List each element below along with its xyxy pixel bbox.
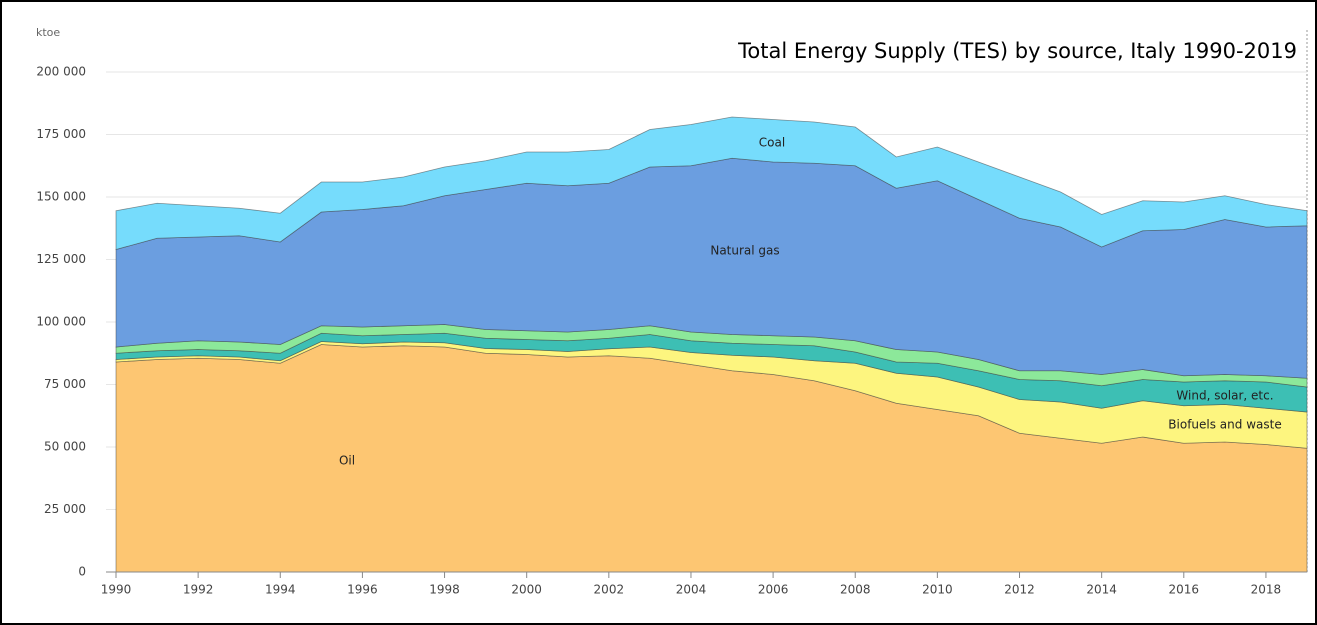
area-label: Wind, solar, etc. <box>1176 389 1273 403</box>
x-tick-label: 2004 <box>676 583 707 597</box>
y-tick-label: 100 000 <box>36 315 86 329</box>
x-tick-label: 2018 <box>1251 583 1282 597</box>
y-tick-label: 175 000 <box>36 127 86 141</box>
area-label: Coal <box>759 136 785 150</box>
x-tick-label: 2014 <box>1086 583 1117 597</box>
x-tick-label: 2008 <box>840 583 871 597</box>
x-tick-label: 2006 <box>758 583 789 597</box>
y-tick-label: 0 <box>78 565 86 579</box>
y-tick-label: 150 000 <box>36 190 86 204</box>
y-tick-label: 50 000 <box>44 440 86 454</box>
x-tick-label: 1998 <box>429 583 460 597</box>
y-axis-unit: ktoe <box>36 26 60 39</box>
y-tick-label: 75 000 <box>44 377 86 391</box>
x-tick-label: 1992 <box>183 583 214 597</box>
area <box>115 116 1308 251</box>
x-tick-label: 1996 <box>347 583 378 597</box>
x-tick-label: 2010 <box>922 583 953 597</box>
y-tick-label: 25 000 <box>44 502 86 516</box>
x-tick-label: 2016 <box>1169 583 1200 597</box>
x-tick-label: 1994 <box>265 583 296 597</box>
x-tick-label: 2000 <box>511 583 542 597</box>
x-tick-label: 2002 <box>594 583 625 597</box>
area-label: Natural gas <box>710 244 779 258</box>
x-tick-label: 2012 <box>1004 583 1035 597</box>
y-tick-label: 200 000 <box>36 65 86 79</box>
area-label: Biofuels and waste <box>1168 418 1281 432</box>
y-tick-label: 125 000 <box>36 252 86 266</box>
x-tick-label: 1990 <box>101 583 132 597</box>
area-label: Oil <box>339 454 355 468</box>
chart-title: Total Energy Supply (TES) by source, Ita… <box>737 39 1297 63</box>
